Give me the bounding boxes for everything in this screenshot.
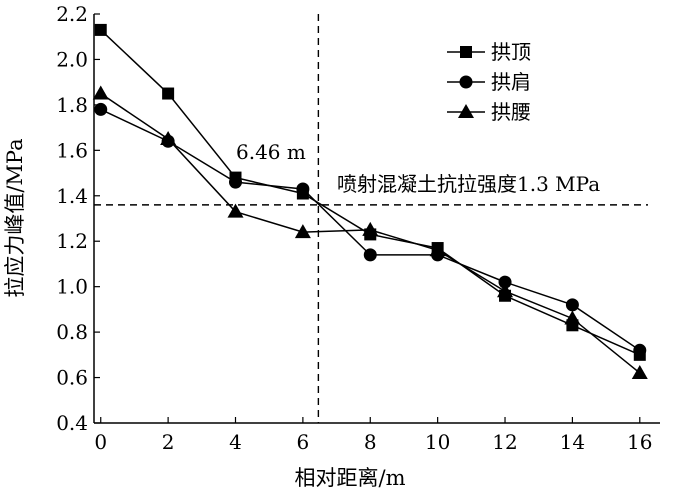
legend-label: 拱肩 <box>491 70 531 94</box>
data-point <box>565 298 579 312</box>
legend-marker <box>458 104 474 118</box>
data-point <box>631 365 648 380</box>
data-point <box>497 283 514 298</box>
data-point <box>633 343 647 357</box>
data-point <box>362 221 379 236</box>
y-tick-label: 2.0 <box>56 47 88 71</box>
y-axis-title: 拉应力峰值/MPa <box>3 138 27 297</box>
legend-item: 拱肩 <box>447 70 531 94</box>
data-point <box>162 87 175 100</box>
vertical-ref-label: 6.46 m <box>236 140 306 164</box>
y-tick-label: 1.8 <box>56 93 88 117</box>
x-tick-label: 2 <box>162 430 175 454</box>
y-tick-label: 0.6 <box>56 366 88 390</box>
horizontal-ref-label: 喷射混凝土抗拉强度1.3 MPa <box>337 172 600 196</box>
y-tick-label: 1.6 <box>56 138 88 162</box>
data-point <box>229 175 242 189</box>
y-tick-label: 0.4 <box>56 411 88 435</box>
y-tick-label: 1.4 <box>56 184 88 208</box>
x-tick-label: 12 <box>492 430 517 454</box>
series-triangle <box>92 85 648 380</box>
y-tick-label: 1.0 <box>56 275 88 299</box>
legend-marker <box>460 46 472 58</box>
x-tick-label: 14 <box>560 430 585 454</box>
data-point <box>227 203 244 218</box>
data-point <box>564 310 581 325</box>
legend-item: 拱顶 <box>447 40 531 64</box>
data-point <box>498 275 512 289</box>
x-tick-label: 10 <box>425 430 450 454</box>
y-tick-label: 0.8 <box>56 320 88 344</box>
x-tick-label: 8 <box>364 430 377 454</box>
y-tick-label: 1.2 <box>56 229 88 253</box>
legend-label: 拱顶 <box>491 40 531 64</box>
data-point <box>92 85 109 100</box>
y-tick-label: 2.2 <box>56 2 88 26</box>
legend-label: 拱腰 <box>491 100 531 124</box>
x-tick-label: 16 <box>627 430 652 454</box>
data-point <box>160 130 177 145</box>
data-point <box>94 23 107 36</box>
data-point <box>294 224 311 239</box>
data-point <box>363 248 377 262</box>
legend-marker <box>459 75 473 89</box>
axes: 0.4 0.6 0.8 1.0 1.2 1.4 1.6 1.8 2.0 2.2 0 2 4 6 8 10 12 1… <box>56 2 660 454</box>
x-tick-label: 0 <box>94 430 107 454</box>
series-layer <box>92 23 648 380</box>
x-tick-label: 6 <box>297 430 310 454</box>
legend-item: 拱腰 <box>447 100 531 124</box>
reference-lines <box>94 14 648 423</box>
data-point <box>296 182 310 196</box>
data-point <box>429 242 446 257</box>
x-tick-label: 4 <box>229 430 242 454</box>
x-axis-title: 相对距离/m <box>295 466 406 490</box>
data-point <box>94 102 108 116</box>
